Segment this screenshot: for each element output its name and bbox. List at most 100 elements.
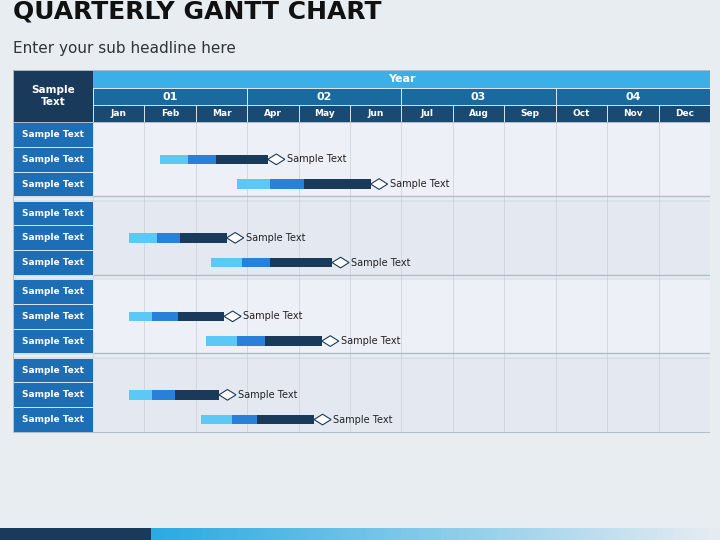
- Bar: [196, 105, 247, 122]
- Bar: [618, 528, 624, 540]
- Bar: [316, 528, 322, 540]
- Text: 04: 04: [625, 92, 641, 102]
- Bar: [202, 528, 208, 540]
- Bar: [624, 528, 629, 540]
- Bar: [464, 528, 469, 540]
- Bar: [680, 528, 686, 540]
- Bar: [242, 258, 270, 267]
- Text: Oct: Oct: [572, 109, 590, 118]
- Bar: [305, 528, 310, 540]
- Bar: [504, 528, 510, 540]
- Bar: [384, 528, 390, 540]
- Bar: [469, 528, 475, 540]
- Bar: [373, 528, 379, 540]
- Bar: [572, 528, 577, 540]
- Bar: [152, 312, 178, 321]
- Bar: [13, 304, 93, 329]
- Bar: [13, 226, 93, 250]
- Bar: [453, 528, 459, 540]
- Bar: [629, 528, 635, 540]
- Bar: [510, 528, 516, 540]
- Bar: [408, 528, 413, 540]
- Bar: [402, 89, 556, 105]
- Bar: [418, 528, 424, 540]
- Bar: [129, 233, 157, 242]
- Bar: [231, 528, 236, 540]
- Text: Dec: Dec: [675, 109, 693, 118]
- Bar: [13, 250, 93, 275]
- Bar: [247, 89, 402, 105]
- Bar: [13, 147, 93, 172]
- Bar: [447, 528, 453, 540]
- Bar: [13, 279, 710, 353]
- Text: Enter your sub headline here: Enter your sub headline here: [13, 40, 236, 56]
- Bar: [606, 528, 612, 540]
- Bar: [516, 528, 521, 540]
- Bar: [0, 528, 151, 540]
- Bar: [270, 179, 304, 189]
- Text: Sample Text: Sample Text: [22, 415, 84, 424]
- Bar: [538, 528, 544, 540]
- Text: Nov: Nov: [623, 109, 643, 118]
- Bar: [13, 279, 93, 304]
- Bar: [294, 528, 299, 540]
- Bar: [248, 528, 253, 540]
- Bar: [379, 528, 384, 540]
- Bar: [322, 528, 328, 540]
- Bar: [697, 528, 703, 540]
- Bar: [151, 528, 157, 540]
- Bar: [310, 528, 316, 540]
- Text: Sample Text: Sample Text: [22, 336, 84, 346]
- Bar: [271, 528, 276, 540]
- Bar: [350, 105, 402, 122]
- Bar: [197, 528, 202, 540]
- Bar: [180, 528, 185, 540]
- Bar: [282, 528, 288, 540]
- Bar: [13, 122, 710, 432]
- Text: May: May: [314, 109, 335, 118]
- Text: Apr: Apr: [264, 109, 282, 118]
- Bar: [640, 528, 646, 540]
- Polygon shape: [219, 389, 236, 400]
- Bar: [556, 89, 710, 105]
- Text: Sample Text: Sample Text: [22, 155, 84, 164]
- Polygon shape: [314, 414, 331, 425]
- Bar: [225, 528, 231, 540]
- Bar: [93, 105, 145, 122]
- Bar: [714, 528, 720, 540]
- Bar: [237, 336, 265, 346]
- Text: Jul: Jul: [420, 109, 433, 118]
- Bar: [13, 329, 93, 353]
- Text: Sample Text: Sample Text: [22, 366, 84, 375]
- Bar: [168, 528, 174, 540]
- Bar: [659, 105, 710, 122]
- Bar: [13, 201, 93, 226]
- Polygon shape: [224, 311, 241, 322]
- Bar: [265, 528, 271, 540]
- Text: 02: 02: [317, 92, 332, 102]
- Bar: [145, 105, 196, 122]
- Text: Mar: Mar: [212, 109, 231, 118]
- Text: Sample Text: Sample Text: [22, 312, 84, 321]
- Bar: [675, 528, 680, 540]
- Bar: [589, 528, 595, 540]
- Bar: [93, 70, 710, 89]
- Bar: [652, 528, 657, 540]
- Bar: [595, 528, 600, 540]
- Bar: [646, 528, 652, 540]
- Bar: [220, 528, 225, 540]
- Bar: [160, 154, 188, 164]
- Text: 01: 01: [163, 92, 178, 102]
- Bar: [361, 528, 367, 540]
- Bar: [211, 258, 242, 267]
- Bar: [600, 528, 606, 540]
- Bar: [299, 105, 350, 122]
- Bar: [607, 105, 659, 122]
- Bar: [242, 528, 248, 540]
- Bar: [544, 528, 549, 540]
- Bar: [201, 415, 232, 424]
- Bar: [561, 528, 567, 540]
- Bar: [270, 258, 332, 267]
- Polygon shape: [322, 336, 339, 346]
- Bar: [430, 528, 436, 540]
